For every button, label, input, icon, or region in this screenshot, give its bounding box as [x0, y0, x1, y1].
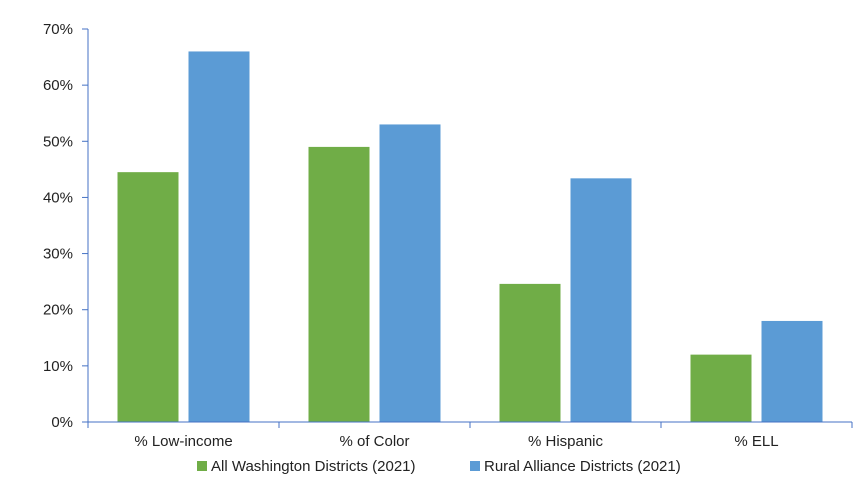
- legend-swatch: [470, 461, 480, 471]
- y-tick-label: 60%: [43, 77, 73, 94]
- y-tick-label: 20%: [43, 302, 73, 319]
- y-tick-label: 0%: [51, 414, 73, 431]
- bar: [379, 124, 441, 422]
- legend-swatch: [197, 461, 207, 471]
- x-axis: % Low-income % of Color % Hispanic % ELL: [87, 421, 853, 450]
- y-tick-label: 10%: [43, 358, 73, 375]
- bar: [499, 283, 561, 422]
- bar: [570, 178, 632, 422]
- x-category-label: % ELL: [734, 433, 778, 450]
- bar: [117, 172, 179, 422]
- bar: [761, 320, 823, 422]
- bars: [117, 51, 823, 422]
- y-tick-label: 40%: [43, 189, 73, 206]
- bar: [308, 146, 370, 422]
- y-tick-label: 30%: [43, 246, 73, 263]
- y-axis: 0% 10% 20% 30% 40% 50% 60% 70%: [43, 21, 89, 431]
- y-tick-label: 50%: [43, 133, 73, 150]
- bar: [690, 354, 752, 422]
- legend-label: Rural Alliance Districts (2021): [484, 458, 681, 475]
- bar: [188, 51, 250, 422]
- y-tick-label: 70%: [43, 21, 73, 38]
- legend-label: All Washington Districts (2021): [211, 458, 416, 475]
- x-category-label: % Low-income: [134, 433, 232, 450]
- x-category-label: % of Color: [339, 433, 409, 450]
- x-category-label: % Hispanic: [528, 433, 604, 450]
- legend: All Washington Districts (2021) Rural All…: [197, 458, 681, 475]
